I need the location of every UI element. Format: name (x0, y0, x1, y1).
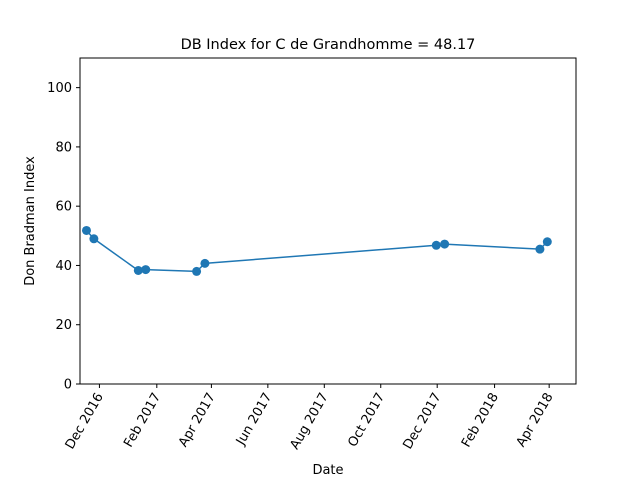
data-point (440, 239, 450, 249)
y-axis-label: Don Bradman Index (23, 156, 38, 286)
data-point (89, 234, 99, 244)
x-tick-label: Apr 2018 (514, 391, 557, 450)
data-point (81, 225, 91, 235)
y-tick-label: 80 (55, 140, 72, 155)
plot-area (81, 225, 552, 276)
data-point (542, 237, 552, 247)
y-tick-label: 60 (55, 200, 72, 215)
chart-title: DB Index for C de Grandhomme = 48.17 (181, 37, 476, 53)
x-axis-label: Date (312, 463, 343, 478)
x-tick-label: Oct 2017 (345, 391, 388, 450)
x-tick-label: Aug 2017 (287, 391, 331, 453)
data-point (200, 258, 210, 268)
y-axis: 0 20 40 60 80 100 (47, 81, 80, 393)
y-tick-label: 0 (64, 378, 72, 393)
data-point (535, 244, 545, 254)
y-tick-label: 40 (55, 259, 72, 274)
x-tick-label: Dec 2017 (400, 391, 444, 453)
data-point (192, 266, 202, 276)
x-tick-label: Feb 2017 (121, 391, 164, 451)
x-tick-label: Feb 2018 (459, 391, 502, 451)
x-tick-label: Apr 2017 (176, 391, 219, 450)
y-tick-label: 100 (47, 81, 72, 96)
x-tick-label: Jun 2017 (233, 391, 275, 449)
data-point (431, 240, 441, 250)
data-point (141, 265, 151, 275)
x-axis: Dec 2016 Feb 2017 Apr 2017 Jun 2017 Aug 2017… (63, 384, 557, 452)
series-line (85, 229, 548, 273)
x-tick-label: Dec 2016 (63, 391, 107, 453)
plot-frame (79, 57, 577, 385)
data-point (133, 265, 143, 275)
y-tick-label: 20 (55, 318, 72, 333)
